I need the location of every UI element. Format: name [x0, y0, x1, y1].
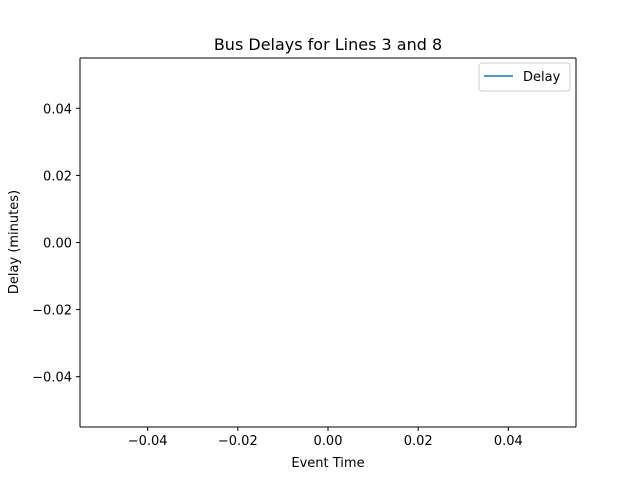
x-axis-ticks: −0.04 −0.02 0.00 0.02 0.04	[128, 427, 523, 449]
x-tick-label: 0.04	[494, 434, 523, 449]
x-axis-label: Event Time	[291, 456, 364, 471]
legend-label-delay: Delay	[523, 70, 561, 85]
y-tick-label: 0.02	[43, 169, 72, 184]
y-axis-label: Delay (minutes)	[7, 190, 22, 294]
y-tick-label: −0.02	[32, 304, 72, 319]
x-tick-label: −0.02	[218, 434, 258, 449]
y-tick-label: −0.04	[32, 371, 72, 386]
chart-title: Bus Delays for Lines 3 and 8	[214, 35, 442, 54]
y-tick-label: 0.00	[43, 237, 72, 252]
legend-box	[478, 62, 571, 92]
plot-area	[80, 58, 576, 427]
x-tick-label: −0.04	[128, 434, 168, 449]
x-tick-label: 0.00	[314, 434, 343, 449]
x-tick-label: 0.02	[404, 434, 433, 449]
y-tick-label: 0.04	[43, 102, 72, 117]
legend: Delay	[478, 62, 571, 92]
y-axis-ticks: 0.04 0.02 0.00 −0.02 −0.04	[32, 102, 80, 386]
